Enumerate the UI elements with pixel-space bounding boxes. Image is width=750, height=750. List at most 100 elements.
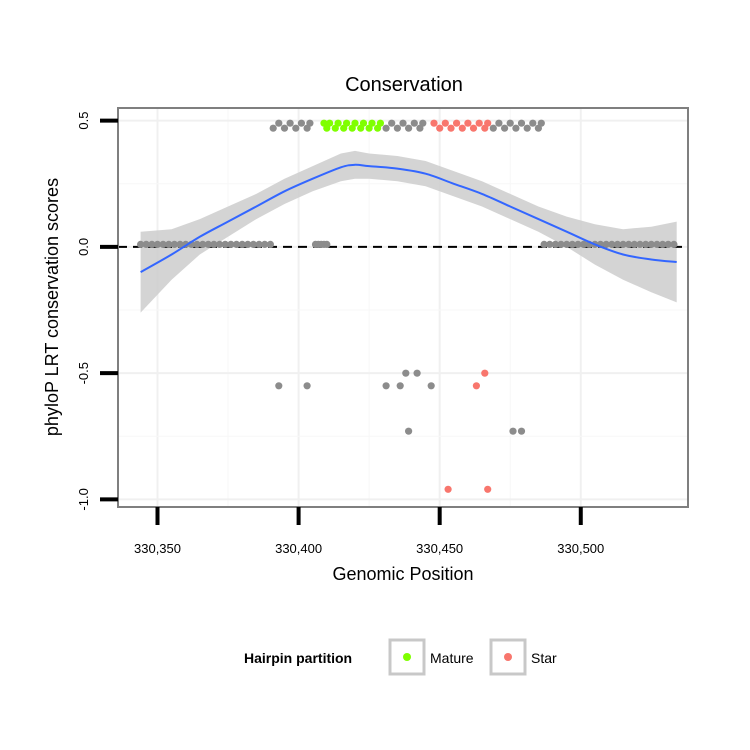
point-other-42	[613, 240, 622, 248]
point-other-31	[551, 240, 560, 248]
points-layer	[137, 119, 678, 493]
point-other-5	[165, 240, 173, 248]
point-other-68	[419, 119, 427, 127]
point-other-23	[266, 240, 274, 248]
point-other-62	[388, 119, 396, 127]
smooth-line	[140, 163, 677, 273]
point-other-2	[148, 240, 156, 248]
legend-dot-mature	[403, 653, 411, 661]
point-other-57	[292, 124, 300, 132]
point-other-4	[159, 240, 167, 248]
point-other-85	[427, 382, 435, 390]
point-star-10	[484, 119, 492, 127]
point-other-47	[642, 240, 650, 248]
point-other-60	[306, 119, 314, 127]
point-other-78	[537, 119, 545, 127]
point-mature-6	[343, 119, 351, 127]
legend-dot-star	[504, 653, 512, 661]
point-other-44	[625, 240, 633, 248]
point-other-87	[509, 427, 517, 435]
point-other-12	[204, 240, 212, 248]
point-other-7	[176, 240, 184, 248]
point-other-80	[303, 382, 311, 390]
point-other-82	[396, 382, 404, 390]
point-star-4	[453, 119, 461, 127]
series-star	[430, 119, 492, 493]
point-other-45	[630, 240, 639, 248]
series-mature	[320, 119, 384, 132]
point-other-83	[402, 369, 410, 377]
point-other-76	[529, 119, 537, 127]
point-other-36	[580, 240, 588, 248]
point-other-22	[261, 240, 269, 248]
point-other-21	[255, 240, 263, 248]
point-other-79	[275, 382, 283, 390]
point-other-15	[221, 240, 229, 248]
legend-label-mature: Mature	[430, 650, 474, 666]
legend-title: Hairpin partition	[244, 650, 352, 666]
point-other-34	[568, 240, 576, 248]
plot-panel	[117, 107, 689, 508]
point-other-18	[238, 240, 246, 248]
point-other-0	[137, 240, 145, 248]
x-tick-label-0: 330,350	[134, 541, 181, 556]
x-tick-label-1: 330,400	[275, 541, 322, 556]
legend-label-star: Star	[531, 650, 557, 666]
point-other-10	[193, 240, 201, 248]
y-axis: 0.5 0.0 -0.5 -1.0	[76, 112, 118, 511]
point-mature-10	[359, 119, 368, 127]
point-other-54	[275, 119, 283, 127]
point-other-66	[410, 119, 418, 127]
point-mature-8	[351, 119, 359, 127]
legend-item-star: Star	[489, 638, 557, 676]
point-star-11	[472, 382, 480, 390]
point-other-73	[512, 124, 520, 132]
chart-title: Conservation	[345, 74, 463, 96]
confidence-ribbon-layer	[140, 150, 677, 313]
point-other-63	[393, 124, 401, 132]
point-other-49	[653, 240, 661, 248]
series-other	[137, 119, 678, 435]
point-other-72	[506, 119, 514, 127]
point-other-65	[405, 124, 413, 132]
legend: Hairpin partition Mature Star	[244, 638, 557, 676]
point-other-13	[210, 240, 218, 248]
point-other-64	[399, 119, 407, 127]
point-other-6	[170, 240, 178, 248]
point-other-11	[199, 240, 207, 248]
point-other-20	[249, 240, 257, 248]
point-other-3	[153, 240, 162, 248]
point-star-0	[430, 119, 438, 127]
point-star-3	[447, 124, 455, 132]
y-tick-label-0: 0.5	[76, 112, 91, 130]
x-axis-title: Genomic Position	[332, 564, 473, 584]
point-other-56	[286, 119, 294, 127]
point-mature-2	[326, 119, 334, 127]
point-other-50	[659, 240, 667, 248]
point-other-19	[244, 240, 252, 248]
point-other-16	[227, 240, 235, 248]
point-star-13	[444, 485, 452, 493]
point-other-30	[546, 240, 554, 248]
point-other-52	[670, 240, 678, 248]
point-star-7	[469, 124, 478, 132]
point-star-6	[464, 119, 472, 127]
point-other-35	[574, 240, 582, 248]
point-other-53	[269, 124, 277, 132]
point-star-2	[441, 119, 449, 127]
point-other-74	[517, 119, 526, 127]
point-other-88	[517, 427, 526, 435]
legend-item-mature: Mature	[388, 638, 474, 676]
point-other-48	[647, 240, 655, 248]
point-star-8	[475, 119, 483, 127]
point-star-12	[481, 369, 489, 377]
smooth-line-layer	[140, 163, 677, 273]
confidence-ribbon	[140, 150, 677, 313]
point-other-32	[557, 240, 565, 248]
x-tick-label-2: 330,450	[416, 541, 463, 556]
point-other-55	[280, 124, 289, 132]
point-mature-12	[368, 119, 376, 127]
y-axis-title: phyloP LRT conservation scores	[42, 178, 62, 436]
point-other-29	[540, 240, 548, 248]
